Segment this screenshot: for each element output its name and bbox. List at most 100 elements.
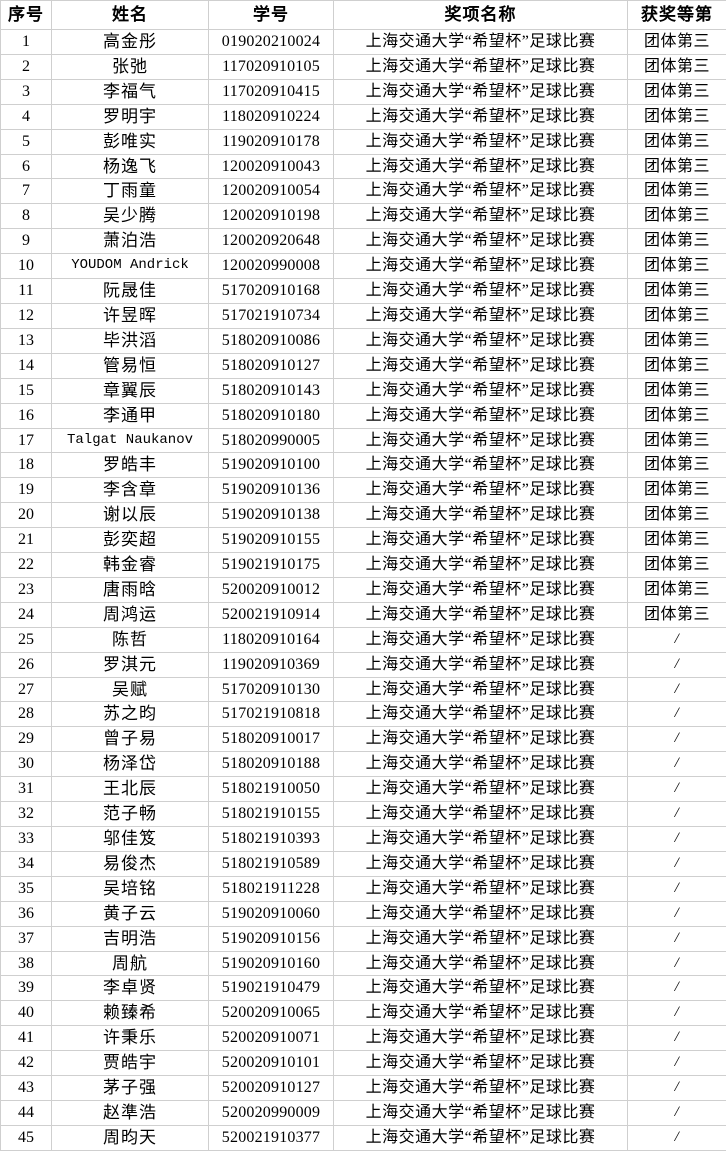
cell-student-id: 519020910138 xyxy=(209,503,334,528)
cell-index: 39 xyxy=(1,976,52,1001)
cell-index: 6 xyxy=(1,154,52,179)
cell-student-id: 518020910180 xyxy=(209,403,334,428)
cell-index: 28 xyxy=(1,702,52,727)
cell-grade: 团体第三 xyxy=(628,204,726,229)
cell-grade: / xyxy=(628,1026,726,1051)
cell-student-id: 019020210024 xyxy=(209,30,334,55)
cell-student-id: 520020910012 xyxy=(209,577,334,602)
cell-index: 3 xyxy=(1,79,52,104)
cell-grade: 团体第三 xyxy=(628,428,726,453)
cell-name: 唐雨晗 xyxy=(52,577,209,602)
cell-name: 吴少腾 xyxy=(52,204,209,229)
cell-grade: / xyxy=(628,802,726,827)
cell-student-id: 517021910818 xyxy=(209,702,334,727)
cell-award-name: 上海交通大学“希望杯”足球比赛 xyxy=(334,677,628,702)
cell-name: 吉明浩 xyxy=(52,926,209,951)
cell-index: 23 xyxy=(1,577,52,602)
cell-award-name: 上海交通大学“希望杯”足球比赛 xyxy=(334,179,628,204)
cell-student-id: 520020910071 xyxy=(209,1026,334,1051)
cell-index: 19 xyxy=(1,478,52,503)
cell-index: 21 xyxy=(1,528,52,553)
cell-award-name: 上海交通大学“希望杯”足球比赛 xyxy=(334,1076,628,1101)
cell-index: 8 xyxy=(1,204,52,229)
cell-grade: / xyxy=(628,1125,726,1150)
cell-award-name: 上海交通大学“希望杯”足球比赛 xyxy=(334,926,628,951)
cell-award-name: 上海交通大学“希望杯”足球比赛 xyxy=(334,802,628,827)
cell-index: 38 xyxy=(1,951,52,976)
cell-student-id: 518020910017 xyxy=(209,727,334,752)
cell-name: 邬佳笈 xyxy=(52,827,209,852)
cell-index: 16 xyxy=(1,403,52,428)
cell-student-id: 517021910734 xyxy=(209,303,334,328)
cell-grade: 团体第三 xyxy=(628,353,726,378)
cell-grade: / xyxy=(628,827,726,852)
cell-award-name: 上海交通大学“希望杯”足球比赛 xyxy=(334,478,628,503)
cell-award-name: 上海交通大学“希望杯”足球比赛 xyxy=(334,204,628,229)
cell-student-id: 518021910155 xyxy=(209,802,334,827)
cell-award-name: 上海交通大学“希望杯”足球比赛 xyxy=(334,378,628,403)
cell-award-name: 上海交通大学“希望杯”足球比赛 xyxy=(334,976,628,1001)
cell-award-name: 上海交通大学“希望杯”足球比赛 xyxy=(334,1001,628,1026)
cell-index: 20 xyxy=(1,503,52,528)
cell-grade: 团体第三 xyxy=(628,478,726,503)
cell-grade: 团体第三 xyxy=(628,577,726,602)
cell-student-id: 519020910155 xyxy=(209,528,334,553)
cell-grade: / xyxy=(628,1001,726,1026)
cell-index: 17 xyxy=(1,428,52,453)
cell-award-name: 上海交通大学“希望杯”足球比赛 xyxy=(334,652,628,677)
cell-award-name: 上海交通大学“希望杯”足球比赛 xyxy=(334,428,628,453)
cell-name: 苏之昀 xyxy=(52,702,209,727)
cell-index: 31 xyxy=(1,777,52,802)
cell-index: 30 xyxy=(1,752,52,777)
cell-grade: / xyxy=(628,752,726,777)
cell-award-name: 上海交通大学“希望杯”足球比赛 xyxy=(334,303,628,328)
cell-grade: / xyxy=(628,627,726,652)
cell-student-id: 520021910914 xyxy=(209,602,334,627)
cell-grade: 团体第三 xyxy=(628,602,726,627)
column-header-index: 序号 xyxy=(1,1,52,30)
cell-award-name: 上海交通大学“希望杯”足球比赛 xyxy=(334,727,628,752)
cell-grade: 团体第三 xyxy=(628,179,726,204)
cell-index: 4 xyxy=(1,104,52,129)
cell-student-id: 519020910156 xyxy=(209,926,334,951)
cell-award-name: 上海交通大学“希望杯”足球比赛 xyxy=(334,279,628,304)
cell-name: 许昱晖 xyxy=(52,303,209,328)
cell-grade: 团体第三 xyxy=(628,553,726,578)
cell-award-name: 上海交通大学“希望杯”足球比赛 xyxy=(334,876,628,901)
cell-grade: 团体第三 xyxy=(628,104,726,129)
cell-index: 25 xyxy=(1,627,52,652)
cell-student-id: 520020910065 xyxy=(209,1001,334,1026)
cell-award-name: 上海交通大学“希望杯”足球比赛 xyxy=(334,777,628,802)
cell-grade: / xyxy=(628,677,726,702)
cell-student-id: 520020990009 xyxy=(209,1100,334,1125)
cell-name: 陈哲 xyxy=(52,627,209,652)
cell-grade: 团体第三 xyxy=(628,453,726,478)
column-header-student-id: 学号 xyxy=(209,1,334,30)
cell-award-name: 上海交通大学“希望杯”足球比赛 xyxy=(334,353,628,378)
cell-name: 周昀天 xyxy=(52,1125,209,1150)
cell-student-id: 518020910143 xyxy=(209,378,334,403)
cell-name: 李卓贤 xyxy=(52,976,209,1001)
cell-name: 赵準浩 xyxy=(52,1100,209,1125)
cell-grade: / xyxy=(628,851,726,876)
